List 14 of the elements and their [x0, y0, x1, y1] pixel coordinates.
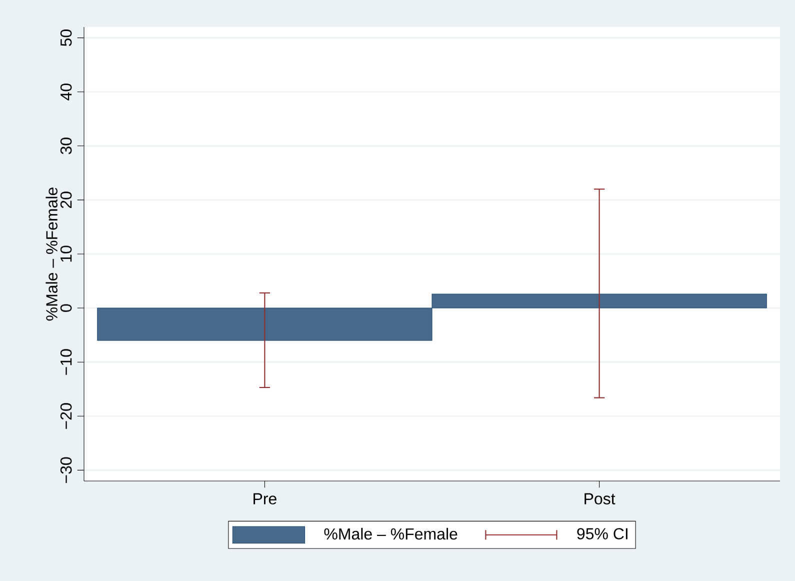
y-tick-label: −20 [60, 403, 72, 429]
y-tick-label: 50 [60, 30, 72, 46]
y-tick-label: −10 [60, 349, 72, 375]
y-tick-label: −30 [60, 457, 72, 483]
y-tick-label: 40 [60, 84, 72, 100]
y-tick-label: 20 [60, 192, 72, 208]
y-axis-title: %Male – %Female [46, 188, 58, 321]
x-tick-label: Pre [254, 493, 276, 504]
text: 95% CI [577, 528, 628, 540]
y-tick-label: 0 [60, 304, 72, 312]
y-tick-label: 10 [60, 246, 72, 262]
x-tick-label: Post [584, 493, 616, 504]
legend-label: %Male – %Female [324, 528, 458, 540]
y-tick-label: 30 [60, 138, 72, 154]
